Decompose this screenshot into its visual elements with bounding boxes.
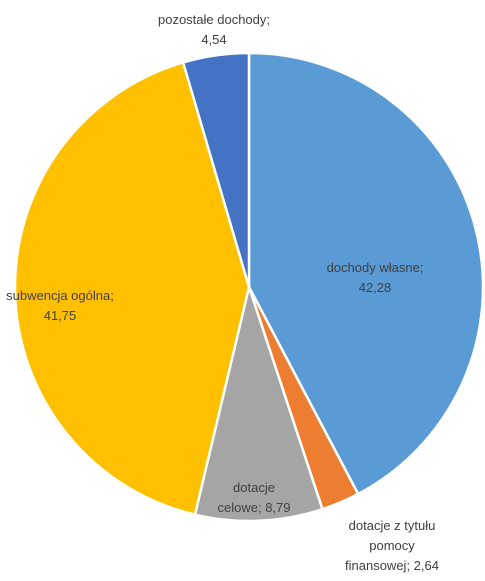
data-label-dochody-wlasne: dochody własne; 42,28	[327, 260, 424, 295]
data-label-line: subwencja ogólna;	[6, 288, 114, 303]
pie-slice-subwencja-ogolna	[13, 61, 251, 516]
pie-slice-pozostale-dochody	[181, 51, 251, 289]
pie-data-labels: dochody własne; 42,28 dotacje z tytułu pomo…	[6, 12, 439, 573]
data-label-line: 41,75	[44, 308, 77, 323]
data-label-line: dochody własne;	[327, 260, 424, 275]
pie-slice-dochody-wlasne	[247, 51, 485, 496]
data-label-line: pomocy	[369, 538, 415, 553]
data-label-pozostale-dochody: pozostałe dochody; 4,54	[158, 12, 270, 47]
data-label-line: celowe; 8,79	[218, 500, 291, 515]
pie-slices	[13, 51, 485, 523]
data-label-line: pozostałe dochody;	[158, 12, 270, 27]
data-label-line: finansowej; 2,64	[345, 558, 439, 573]
data-label-line: dotacje	[233, 480, 275, 495]
data-label-line: 4,54	[201, 32, 226, 47]
data-label-line: 42,28	[359, 280, 392, 295]
pie-slice-dotacje-celowe	[193, 285, 324, 523]
data-label-dotacje-celowe: dotacje celowe; 8,79	[218, 480, 291, 515]
data-label-subwencja-ogolna: subwencja ogólna; 41,75	[6, 288, 114, 323]
data-label-line: dotacje z tytułu	[349, 518, 436, 533]
data-label-dotacje-z-tytulu-pomocy-finansowej: dotacje z tytułu pomocy finansowej; 2,64	[345, 518, 439, 573]
